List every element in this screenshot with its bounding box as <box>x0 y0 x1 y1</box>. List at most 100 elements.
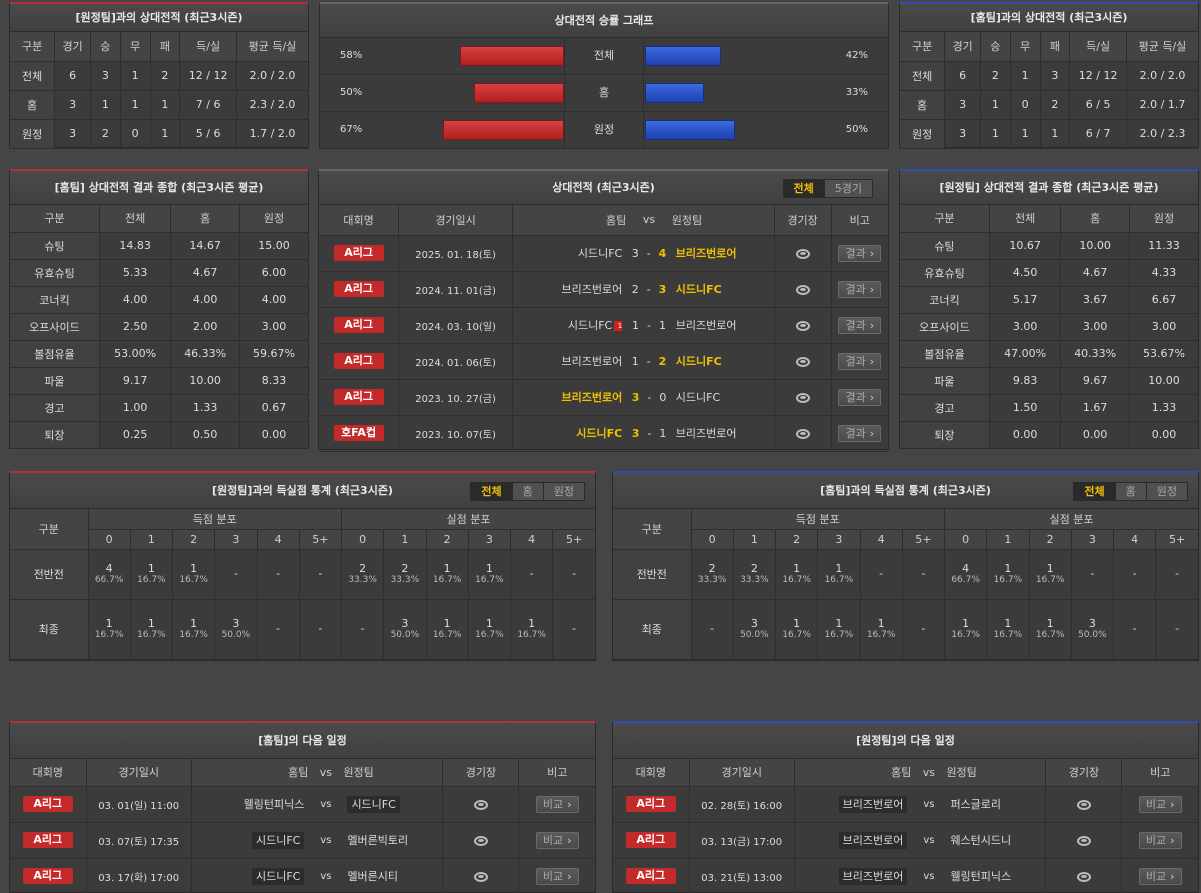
score-cell: 1-1 <box>626 307 672 344</box>
goal-percent: 16.7% <box>782 629 811 640</box>
tab-away[interactable]: 원정 <box>1146 483 1187 500</box>
competition-badge[interactable]: A리그 <box>22 868 73 884</box>
goal-percent: 16.7% <box>517 629 546 640</box>
table-cell: 14.83 <box>99 232 172 260</box>
tab-5games[interactable]: 5경기 <box>824 180 872 197</box>
home-team-cell: 브리즈번로어 <box>794 858 912 893</box>
competition-badge[interactable]: A리그 <box>333 353 384 369</box>
score-separator: - <box>647 390 652 404</box>
away-team[interactable]: 퍼스글로리 <box>950 798 1002 811</box>
table-cell: 3 <box>90 61 121 91</box>
compare-button[interactable]: 비교 › <box>535 867 579 885</box>
away-team[interactable]: 브리즈번로어 <box>675 427 737 440</box>
table-cell: 3.00 <box>1060 313 1130 341</box>
away-team-cell: 멜버른빅토리 <box>343 822 444 859</box>
result-button[interactable]: 결과 › <box>838 388 882 406</box>
result-button[interactable]: 결과 › <box>838 316 882 334</box>
home-team[interactable]: 브리즈번로어 <box>838 867 908 885</box>
goal-count: - <box>1090 567 1095 580</box>
tab-all[interactable]: 전체 <box>783 180 825 197</box>
away-team[interactable]: 시드니FC <box>675 355 722 368</box>
home-team[interactable]: 브리즈번로어 <box>838 795 908 813</box>
table-cell: 7 / 6 <box>179 90 237 120</box>
table-cell: 0.00 <box>239 421 308 449</box>
stadium-icon[interactable] <box>795 248 810 259</box>
stadium-icon[interactable] <box>1076 799 1091 810</box>
next-left-table: 대회명 경기일시 홈팀 vs 원정팀 경기장 비고 A리그 03. 01(일) 11:00 웰링턴… <box>10 759 595 893</box>
home-team[interactable]: 브리즈번로어 <box>838 831 908 849</box>
compare-button[interactable]: 비교 › <box>1138 795 1182 813</box>
tab-home[interactable]: 홈 <box>1115 483 1147 500</box>
stadium-icon[interactable] <box>795 392 810 403</box>
competition-badge[interactable]: A리그 <box>22 796 73 812</box>
home-team[interactable]: 시드니FC <box>251 867 305 885</box>
goal-percent: 16.7% <box>824 574 854 585</box>
competition-badge[interactable]: A리그 <box>333 281 384 297</box>
goal-count-header: 2 <box>775 529 819 550</box>
table-cell: 40.33% <box>1060 340 1130 368</box>
goal-cell: 1 16.7% <box>172 599 216 660</box>
away-team[interactable]: 브리즈번로어 <box>675 319 737 332</box>
goal-count: - <box>921 567 926 580</box>
goal-count: - <box>572 567 577 580</box>
away-team[interactable]: 웰링턴피닉스 <box>950 870 1012 883</box>
result-button[interactable]: 결과 › <box>838 352 882 370</box>
home-team[interactable]: 웰링턴피닉스 <box>243 798 305 811</box>
away-team[interactable]: 멜버른빅토리 <box>347 834 409 847</box>
competition-badge[interactable]: A리그 <box>333 389 384 405</box>
compare-button[interactable]: 비교 › <box>535 795 579 813</box>
score-cell: 3-0 <box>626 379 672 416</box>
away-team[interactable]: 웨스턴시드니 <box>950 834 1012 847</box>
date-cell: 03. 17(화) 17:00 <box>86 858 192 893</box>
competition-badge[interactable]: A리그 <box>333 317 384 333</box>
tab-all[interactable]: 전체 <box>1074 483 1116 500</box>
stadium-icon[interactable] <box>795 320 810 331</box>
stadium-icon[interactable] <box>1076 835 1091 846</box>
away-team[interactable]: 멜버른시티 <box>347 870 399 883</box>
compare-button[interactable]: 비교 › <box>535 831 579 849</box>
stadium-icon[interactable] <box>473 871 488 882</box>
stadium-icon[interactable] <box>1076 871 1091 882</box>
table-cell: 2.0 / 2.0 <box>236 61 308 91</box>
away-team[interactable]: 시드니FC <box>675 283 722 296</box>
tab-all[interactable]: 전체 <box>471 483 513 500</box>
goals-left-tabs: 전체 홈 원정 <box>470 482 585 501</box>
away-score: 2 <box>658 354 667 368</box>
stadium-icon[interactable] <box>795 428 810 439</box>
table-cell: 1.67 <box>1060 394 1130 422</box>
result-button[interactable]: 결과 › <box>838 244 882 262</box>
stadium-icon[interactable] <box>473 835 488 846</box>
stadium-icon[interactable] <box>795 284 810 295</box>
home-team[interactable]: 브리즈번로어 <box>561 355 623 368</box>
tab-away[interactable]: 원정 <box>543 483 584 500</box>
home-team[interactable]: 시드니FC <box>567 319 613 332</box>
table-cell: 9.67 <box>1060 367 1130 395</box>
stadium-icon[interactable] <box>795 356 810 367</box>
away-team[interactable]: 시드니FC <box>347 795 400 813</box>
stadium-icon[interactable] <box>473 799 488 810</box>
competition-badge[interactable]: 호FA컵 <box>333 425 384 441</box>
result-button[interactable]: 결과 › <box>838 280 882 298</box>
home-team[interactable]: 시드니FC <box>577 247 623 260</box>
home-team[interactable]: 시드니FC <box>251 831 305 849</box>
note-cell: 결과 › <box>831 343 888 380</box>
compare-button[interactable]: 비교 › <box>1138 831 1182 849</box>
competition-badge[interactable]: A리그 <box>333 245 384 261</box>
home-team[interactable]: 브리즈번로어 <box>561 283 623 296</box>
away-team[interactable]: 브리즈번로어 <box>675 247 737 260</box>
home-team[interactable]: 브리즈번로어 <box>561 391 623 404</box>
goal-count: 4 <box>105 561 113 575</box>
table-row: 코너킥 4.00 4.00 4.00 <box>10 286 308 314</box>
result-button[interactable]: 결과 › <box>838 424 882 442</box>
row-label: 경고 <box>900 394 990 422</box>
away-team[interactable]: 시드니FC <box>675 391 721 404</box>
competition-badge[interactable]: A리그 <box>625 832 676 848</box>
competition-badge[interactable]: A리그 <box>625 796 676 812</box>
table-row: 원정 3 1 1 1 6 / 7 2.0 / 2.3 <box>900 119 1198 149</box>
competition-badge[interactable]: A리그 <box>625 868 676 884</box>
home-team[interactable]: 시드니FC <box>576 427 623 440</box>
table-cell: 47.00% <box>989 340 1062 368</box>
competition-badge[interactable]: A리그 <box>22 832 73 848</box>
compare-button[interactable]: 비교 › <box>1138 867 1182 885</box>
tab-home[interactable]: 홈 <box>512 483 544 500</box>
